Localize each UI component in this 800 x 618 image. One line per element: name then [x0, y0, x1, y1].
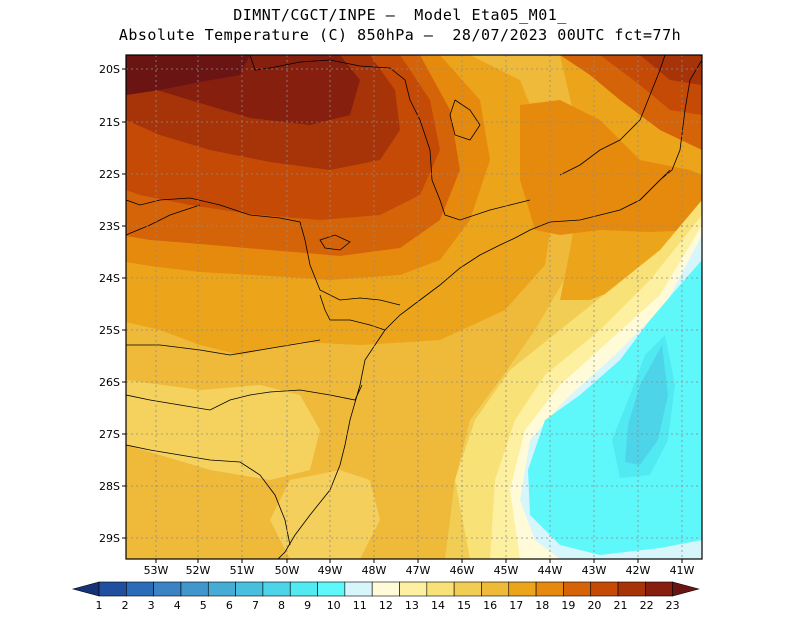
border-pr-sc-west	[126, 339, 321, 356]
colorbar-label: 13	[405, 599, 419, 612]
border-rs-west	[126, 444, 291, 546]
colorbar-swatch	[426, 581, 455, 597]
colorbar-label: 21	[614, 599, 628, 612]
colorbar-swatch	[153, 581, 182, 597]
border-pr-sp	[126, 197, 401, 306]
coastlines	[126, 55, 702, 559]
colorbar-swatch	[344, 581, 373, 597]
colorbar-swatch	[617, 581, 646, 597]
map-frame	[125, 54, 703, 560]
grid-lines	[126, 55, 702, 559]
lon-tick-label: 53W	[144, 564, 169, 577]
lon-tick-label: 42W	[626, 564, 651, 577]
lon-tick-label: 41W	[670, 564, 695, 577]
colorbar-swatch	[535, 581, 564, 597]
lat-tick-label: 22S	[99, 168, 120, 181]
lon-tick-label: 52W	[186, 564, 211, 577]
lat-tick-label: 24S	[99, 272, 120, 285]
lon-tick-label: 44W	[538, 564, 563, 577]
lat-tick-label: 25S	[99, 324, 120, 337]
colorbar-label: 22	[640, 599, 654, 612]
colorbar-label: 8	[278, 599, 285, 612]
lon-tick-label: 48W	[362, 564, 387, 577]
colorbar-swatch	[98, 581, 127, 597]
lat-tick-label: 23S	[99, 220, 120, 233]
colorbar-swatch	[262, 581, 291, 597]
border-sc-rs	[126, 384, 363, 411]
colorbar-label: 4	[174, 599, 181, 612]
colorbar-over-triangle	[672, 581, 700, 597]
lat-tick-label: 26S	[99, 376, 120, 389]
colorbar-swatch	[645, 581, 673, 597]
colorbar-under-triangle	[71, 581, 100, 597]
chart-title: DIMNT/CGCT/INPE – Model Eta05_M01_	[233, 6, 567, 24]
colorbar-swatch	[590, 581, 619, 597]
field-13c-south	[126, 380, 320, 480]
lat-tick-label: 20S	[99, 63, 120, 76]
colorbar-label: 19	[561, 599, 575, 612]
colorbar-swatch	[563, 581, 592, 597]
lat-tick-marks	[122, 68, 126, 539]
lat-tick-label: 21S	[99, 116, 120, 129]
colorbar-label: 10	[327, 599, 341, 612]
lon-tick-label: 50W	[275, 564, 300, 577]
colorbar-label: 20	[587, 599, 601, 612]
lon-tick-label: 47W	[406, 564, 431, 577]
colorbar-swatch	[207, 581, 236, 597]
colorbar-swatch	[399, 581, 428, 597]
colorbar-swatch	[289, 581, 318, 597]
lat-tick-label: 29S	[99, 532, 120, 545]
chart-subtitle: Absolute Temperature (C) 850hPa – 28/07/…	[118, 26, 682, 44]
colorbar-label: 18	[535, 599, 549, 612]
colorbar-swatch	[126, 581, 154, 597]
colorbar-label: 11	[353, 599, 367, 612]
lat-tick-label: 28S	[99, 480, 120, 493]
colorbar-label: 17	[509, 599, 523, 612]
border-es	[639, 169, 671, 201]
border-sp-mg	[249, 55, 531, 221]
colorbar-label: 2	[122, 599, 129, 612]
field-17c-coast	[520, 100, 702, 235]
colorbar-label: 16	[483, 599, 497, 612]
field-9c	[528, 260, 702, 555]
colorbar-swatch	[180, 581, 209, 597]
lat-tick-labels: 20S 21S 22S 23S 24S 25S 26S 27S 28S 29S	[99, 63, 120, 545]
lat-tick-label: 27S	[99, 428, 120, 441]
colorbar-label: 12	[379, 599, 393, 612]
colorbar-label: 3	[148, 599, 155, 612]
lon-tick-label: 51W	[230, 564, 255, 577]
lon-tick-label: 46W	[450, 564, 475, 577]
colorbar-swatch	[481, 581, 510, 597]
colorbar-label: 1	[96, 599, 103, 612]
border-pr-sc	[319, 294, 386, 331]
colorbar-swatch	[371, 581, 400, 597]
temperature-field	[126, 55, 702, 559]
colorbar-label: 15	[457, 599, 471, 612]
lon-tick-label: 49W	[318, 564, 343, 577]
field-13c-coast	[270, 470, 380, 559]
colorbar-label: 14	[431, 599, 445, 612]
colorbar-swatch	[508, 581, 537, 597]
colorbar-label: 6	[226, 599, 233, 612]
colorbar-swatch	[453, 581, 482, 597]
lon-tick-labels: 53W 52W 51W 50W 49W 48W 47W 46W 45W 44W …	[144, 564, 695, 577]
lon-tick-label: 43W	[582, 564, 607, 577]
colorbar-swatch	[235, 581, 264, 597]
colorbar-swatch	[317, 581, 346, 597]
colorbar-label: 7	[252, 599, 259, 612]
border-ms	[126, 204, 201, 236]
field-8c-core	[625, 345, 668, 465]
field-20c-ne	[640, 55, 702, 85]
colorbar-label: 9	[304, 599, 311, 612]
lon-tick-marks	[155, 559, 683, 563]
colorbar-label: 5	[200, 599, 207, 612]
border-rj-mg	[559, 55, 666, 176]
colorbar: 1 2 3 4 5 6 7 8 9 10 11 12 13 14 15 16 17 18 19 20 21 22 23	[71, 581, 700, 612]
colorbar-label: 23	[666, 599, 680, 612]
reservoir-pr	[319, 234, 351, 251]
lon-tick-label: 45W	[494, 564, 519, 577]
field-22c	[126, 55, 250, 95]
reservoir	[449, 99, 481, 141]
